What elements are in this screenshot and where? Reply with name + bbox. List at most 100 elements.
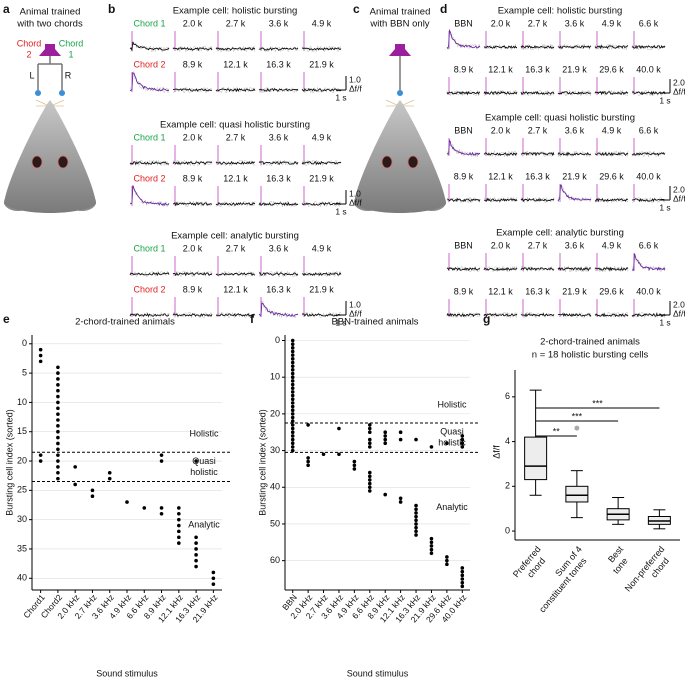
stimulus-label: 16.3 k (525, 286, 550, 296)
trial-trace (301, 200, 342, 208)
dot (290, 415, 295, 420)
stimulus-label: Chord 1 (133, 243, 165, 253)
stimulus-label: 8.9 k (183, 173, 203, 183)
dot (414, 503, 418, 508)
y-tick-label: 15 (17, 426, 27, 436)
mean-trace (301, 202, 341, 206)
region-label: holistic (190, 467, 218, 477)
dot (306, 459, 310, 464)
panel-letter: b (108, 2, 115, 16)
chart-title: n = 18 holistic bursting cells (532, 350, 649, 361)
dot (38, 453, 43, 457)
scale-label: 1 s (335, 317, 346, 327)
chart-title: BBN-trained animals (331, 317, 418, 328)
dot (211, 576, 216, 581)
scale-label: 2.0 (673, 77, 685, 87)
dot (429, 540, 434, 545)
cell-title: Example cell: holistic bursting (498, 6, 623, 17)
stimulus-label: 12.1 k (223, 284, 248, 294)
stimulus-label: 8.9 k (454, 171, 474, 181)
stimulus-label: 21.9 k (562, 64, 587, 74)
trial-trace (594, 89, 629, 97)
scale-label: Δf/f (349, 308, 362, 318)
dot (306, 456, 310, 460)
chart-title: 2-chord-trained animals (540, 337, 640, 348)
dot (56, 388, 60, 393)
dot (211, 570, 216, 575)
dot (352, 459, 357, 464)
mean-trace (631, 253, 666, 271)
dot (194, 564, 198, 569)
stimulus-label: 12.1 k (488, 171, 513, 181)
mean-trace (129, 72, 170, 92)
x-tick-label: Non-preferredchord (623, 544, 675, 600)
dot (194, 558, 198, 563)
scale-label: 1 s (659, 95, 670, 105)
trial-trace (631, 89, 666, 97)
outlier (574, 425, 580, 431)
mean-trace (446, 197, 481, 203)
dot (56, 447, 60, 452)
dot (429, 551, 434, 556)
stimulus-label: 3.6 k (565, 240, 585, 250)
x-axis-label: Sound stimulus (347, 668, 409, 678)
cell-title: Example cell: quasi holistic bursting (160, 120, 310, 131)
dot (367, 470, 372, 475)
trial-trace (446, 196, 481, 204)
trial-trace (483, 265, 518, 273)
mean-trace (631, 90, 666, 96)
cell-title: Example cell: holistic bursting (173, 6, 298, 17)
mean-trace (172, 47, 213, 52)
mean-trace (557, 151, 592, 157)
stimulus-label: 8.9 k (454, 286, 474, 296)
dot (290, 397, 295, 402)
panel-title: with two chords (16, 19, 83, 30)
dot (290, 437, 295, 442)
dot (352, 467, 357, 471)
stimulus-label: 2.0 k (183, 243, 203, 253)
stimulus-label: 4.9 k (312, 18, 332, 28)
dot (367, 430, 372, 435)
mean-trace (520, 266, 555, 272)
chart-title: 2-chord-trained animals (75, 317, 175, 328)
dot (367, 426, 372, 431)
dot (56, 470, 60, 475)
mean-trace (483, 152, 518, 156)
stimulus-label: 8.9 k (454, 64, 474, 74)
region-label: Holistic (437, 399, 467, 409)
dot (56, 371, 60, 375)
mean-trace (215, 313, 256, 317)
trial-trace (483, 311, 518, 319)
dot (290, 412, 295, 416)
spout-label: L (29, 70, 34, 80)
dot (194, 547, 198, 551)
panel-letter: f (250, 312, 255, 326)
stimulus-label: 21.9 k (562, 286, 587, 296)
mean-trace (483, 90, 518, 96)
dot (337, 452, 341, 457)
dot (177, 541, 181, 545)
x-tick-label: Besttone (603, 544, 635, 576)
dot (460, 584, 465, 589)
stimulus-label: 12.1 k (223, 59, 248, 69)
trial-trace (129, 159, 170, 167)
dot (398, 437, 403, 442)
stimulus-label: 29.6 k (599, 171, 624, 181)
mean-trace (258, 302, 299, 317)
mean-trace (129, 161, 170, 166)
trial-trace (301, 86, 342, 94)
dot (445, 441, 449, 446)
trial-trace (258, 159, 299, 167)
stimulus-label: 21.9 k (562, 171, 587, 181)
y-tick-label: 20 (270, 408, 280, 418)
dot (445, 555, 449, 559)
dot (414, 514, 418, 519)
region-label: Analytic (436, 502, 468, 512)
stimulus-label: 21.9 k (309, 173, 334, 183)
mean-trace (258, 87, 299, 92)
y-axis-label: Bursting cell index (sorted) (4, 409, 14, 516)
mean-trace (172, 201, 213, 207)
dot (290, 386, 295, 391)
stimulus-label: 2.7 k (528, 125, 548, 135)
scale-label: 1 s (659, 202, 670, 212)
